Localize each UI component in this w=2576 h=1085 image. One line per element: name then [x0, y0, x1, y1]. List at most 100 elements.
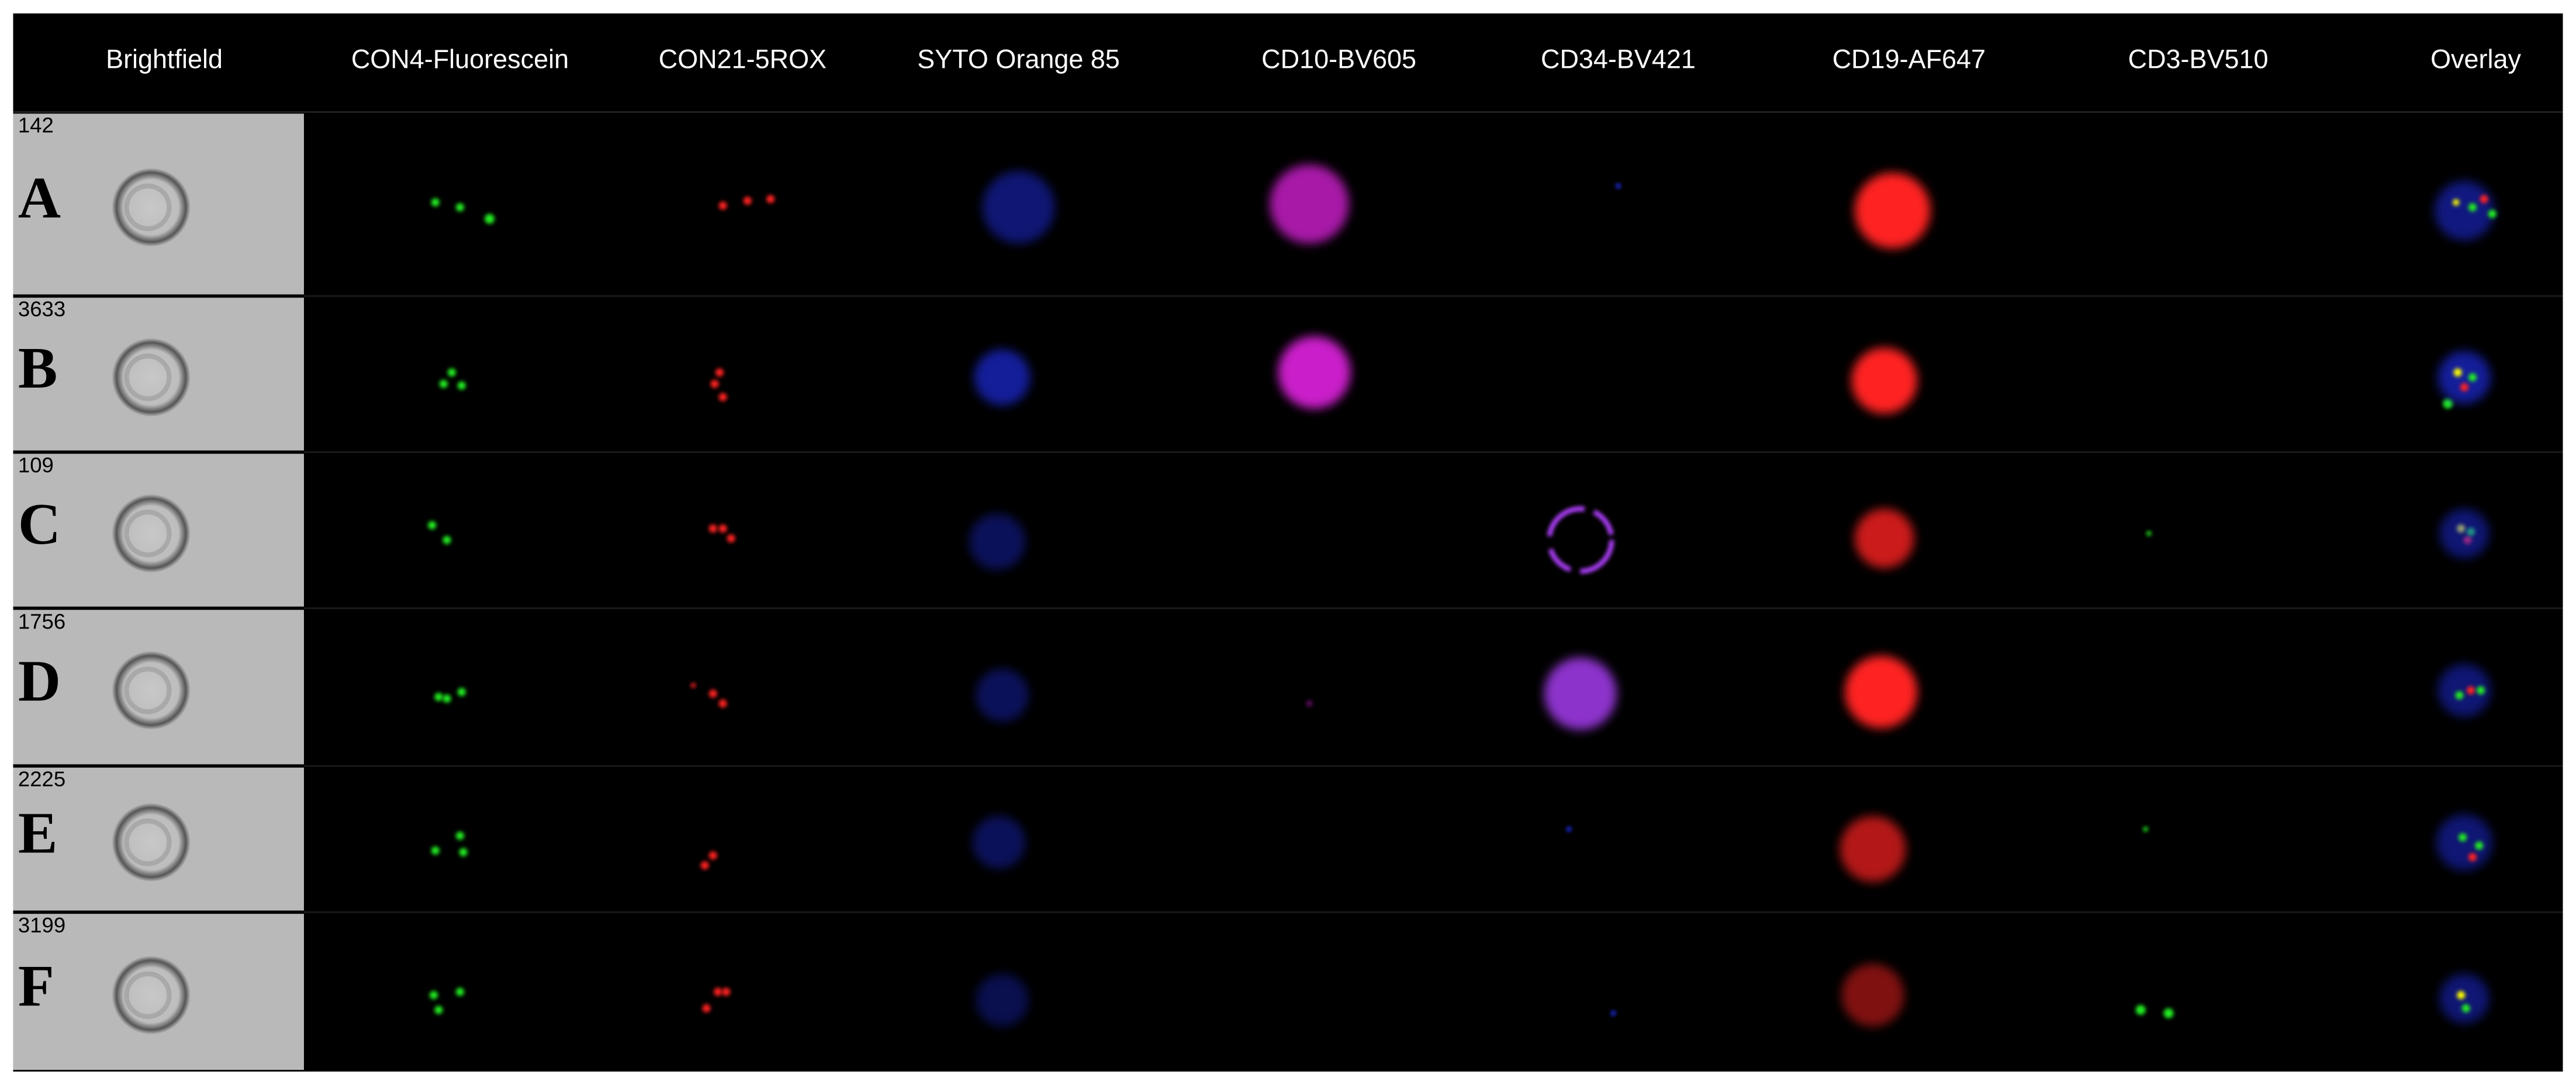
fluorescent-spot	[457, 687, 466, 696]
fluorescent-spot	[1278, 336, 1351, 409]
fluorescent-spot	[2439, 509, 2489, 558]
brightfield-image	[112, 651, 191, 730]
fluorescent-spot	[455, 831, 464, 840]
fluorescent-spot	[428, 521, 437, 530]
fluorescent-spot	[1845, 655, 1917, 728]
fluorescent-spot	[718, 524, 727, 533]
fluorescent-spot	[976, 669, 1029, 722]
brightfield-texture	[124, 666, 172, 714]
fluorescent-spot	[2457, 991, 2466, 1000]
fluorescent-spot	[2453, 199, 2460, 206]
fluorescent-spot	[1610, 1011, 1616, 1016]
fluorescent-spot	[1839, 816, 1906, 882]
fluorescent-spot	[455, 203, 464, 212]
row-label: E	[18, 800, 57, 866]
brightfield-texture	[124, 971, 172, 1020]
fluorescent-spot	[1270, 164, 1349, 244]
brightfield-image	[112, 494, 191, 573]
fluorescent-spot	[2437, 664, 2491, 717]
fluorescent-spot	[457, 381, 466, 390]
fluorescent-spot	[727, 534, 735, 542]
row-label: B	[18, 335, 57, 400]
fluorescent-spot	[2163, 1008, 2174, 1018]
fluorescent-spot	[982, 171, 1055, 244]
row-id: 3633	[18, 297, 65, 321]
fluorescent-spot	[743, 196, 752, 205]
fluorescent-spot	[2476, 686, 2485, 694]
brightfield-image	[112, 955, 191, 1035]
column-header: CD3-BV510	[2128, 44, 2269, 74]
fluorescent-spot	[431, 846, 440, 855]
fluorescent-spot	[2439, 973, 2489, 1024]
fluorescent-spot	[442, 535, 451, 544]
fluorescent-spot	[2488, 209, 2497, 218]
fluorescent-spot	[2480, 195, 2488, 203]
fluorescent-spot	[718, 201, 727, 210]
column-header: Overlay	[2430, 44, 2521, 74]
fluorescent-spot	[2468, 853, 2477, 862]
column-header: CD19-AF647	[1832, 44, 1986, 74]
fluorescent-spot	[447, 368, 456, 377]
fluorescent-spot	[1544, 657, 1617, 730]
fluorescent-spot	[714, 987, 722, 996]
fluorescent-spot	[718, 699, 727, 708]
fluorescent-spot	[1306, 700, 1313, 707]
column-header: Brightfield	[106, 44, 223, 74]
fluorescent-spot	[722, 987, 731, 996]
fluorescent-spot	[2459, 833, 2467, 842]
fluorescent-spot	[708, 524, 717, 533]
fluorescent-spot	[976, 973, 1029, 1027]
fluorescent-spot	[715, 368, 724, 377]
column-header: CD34-BV421	[1541, 44, 1696, 74]
fluorescent-spot	[702, 1004, 711, 1013]
fluorescent-spot	[700, 861, 709, 870]
row-id: 2225	[18, 767, 65, 791]
column-header: CON4-Fluorescein	[351, 44, 569, 74]
brightfield-image	[112, 803, 191, 882]
fluorescent-spot	[2460, 383, 2468, 392]
fluorescent-spot	[2436, 814, 2492, 870]
fluorescent-spot	[766, 195, 775, 203]
column-header: CON21-5ROX	[659, 44, 827, 74]
fluorescent-spot	[2146, 531, 2152, 536]
fluorescent-spot	[2455, 691, 2464, 700]
fluorescent-spot	[1851, 347, 1917, 414]
fluorescent-spot	[439, 379, 448, 388]
fluorescent-spot	[459, 848, 468, 856]
column-header: SYTO Orange 85	[917, 44, 1120, 74]
fluorescent-spot	[690, 683, 696, 688]
column-header: CD10-BV605	[1261, 44, 1416, 74]
fluorescent-spot	[2443, 399, 2453, 409]
fluorescent-spot	[2437, 351, 2491, 404]
row-id: 1756	[18, 609, 65, 633]
row-id: 109	[18, 453, 54, 477]
fluorescent-spot	[2135, 1005, 2146, 1015]
brightfield-texture	[124, 509, 172, 558]
row-label: C	[18, 491, 61, 557]
fluorescent-spot	[442, 694, 451, 703]
fluorescent-spot	[1841, 963, 1904, 1027]
fluorescent-spot	[429, 991, 438, 1000]
fluorescent-spot	[2468, 373, 2477, 382]
fluorescent-spot	[972, 816, 1025, 869]
fluorescent-spot	[1855, 509, 1914, 568]
row-label: A	[18, 165, 61, 230]
row-id: 3199	[18, 913, 65, 937]
fluorescent-spot	[708, 851, 717, 860]
fluorescent-spot	[2468, 203, 2477, 212]
brightfield-image	[112, 338, 191, 417]
fluorescent-spot	[2435, 181, 2494, 240]
fluorescent-spot	[710, 379, 719, 388]
row-label: F	[18, 953, 54, 1018]
fluorescent-spot	[2475, 841, 2484, 850]
fluorescent-spot	[1616, 183, 1621, 189]
ring-stain	[1547, 506, 1614, 574]
brightfield-image	[112, 168, 191, 247]
fluorescent-spot	[2453, 368, 2462, 377]
fluorescent-spot	[2461, 1004, 2470, 1013]
fluorescent-spot	[2143, 827, 2148, 832]
row-id: 142	[18, 113, 54, 137]
fluorescent-spot	[708, 689, 717, 698]
